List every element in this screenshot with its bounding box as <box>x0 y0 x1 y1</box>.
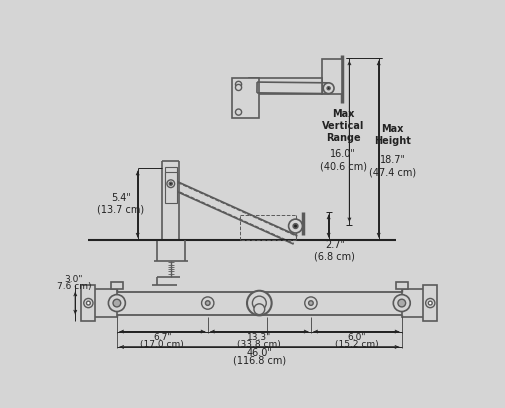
Circle shape <box>292 224 297 228</box>
Text: 5.4"
(13.7 cm): 5.4" (13.7 cm) <box>97 193 144 215</box>
Text: (33.8 cm): (33.8 cm) <box>237 340 281 349</box>
Circle shape <box>201 297 214 309</box>
Bar <box>401 289 429 317</box>
Text: 46.0": 46.0" <box>246 348 272 358</box>
Text: 16.0"
(40.6 cm): 16.0" (40.6 cm) <box>319 149 366 172</box>
Bar <box>249 78 322 93</box>
Circle shape <box>326 86 330 90</box>
Text: 3.0": 3.0" <box>64 275 83 284</box>
Circle shape <box>205 301 210 305</box>
Circle shape <box>235 109 241 115</box>
Bar <box>111 282 123 289</box>
Bar <box>232 78 259 118</box>
Circle shape <box>252 296 266 310</box>
Text: (116.8 cm): (116.8 cm) <box>232 355 285 365</box>
Circle shape <box>428 301 431 305</box>
Circle shape <box>86 301 90 305</box>
Bar <box>81 285 95 321</box>
Bar <box>322 59 341 93</box>
Text: Max
Vertical
Range: Max Vertical Range <box>321 109 364 142</box>
Text: 6.0": 6.0" <box>346 333 365 342</box>
Text: 18.7"
(47.4 cm): 18.7" (47.4 cm) <box>368 155 415 177</box>
Circle shape <box>169 182 172 185</box>
Bar <box>164 167 177 188</box>
Circle shape <box>246 291 271 315</box>
Circle shape <box>308 301 313 305</box>
Circle shape <box>323 83 333 93</box>
Circle shape <box>235 84 241 91</box>
Circle shape <box>84 298 93 308</box>
Circle shape <box>167 180 174 188</box>
Bar <box>164 172 177 203</box>
Text: 2.7"
(6.8 cm): 2.7" (6.8 cm) <box>314 239 355 262</box>
Bar <box>423 285 436 321</box>
Circle shape <box>254 304 264 315</box>
Circle shape <box>108 295 125 312</box>
Circle shape <box>392 295 410 312</box>
Circle shape <box>397 299 405 307</box>
Text: Max
Height: Max Height <box>373 124 410 146</box>
Text: (15.2 cm): (15.2 cm) <box>334 340 377 349</box>
Text: (17.0 cm): (17.0 cm) <box>140 340 184 349</box>
Text: 6.7": 6.7" <box>153 333 171 342</box>
Circle shape <box>425 298 434 308</box>
Circle shape <box>304 297 317 309</box>
Circle shape <box>113 299 121 307</box>
Bar <box>89 289 117 317</box>
Bar <box>395 282 407 289</box>
Text: 7.6 cm): 7.6 cm) <box>57 282 91 290</box>
Text: 13.3": 13.3" <box>247 333 271 342</box>
Circle shape <box>288 219 302 233</box>
Circle shape <box>235 81 241 87</box>
